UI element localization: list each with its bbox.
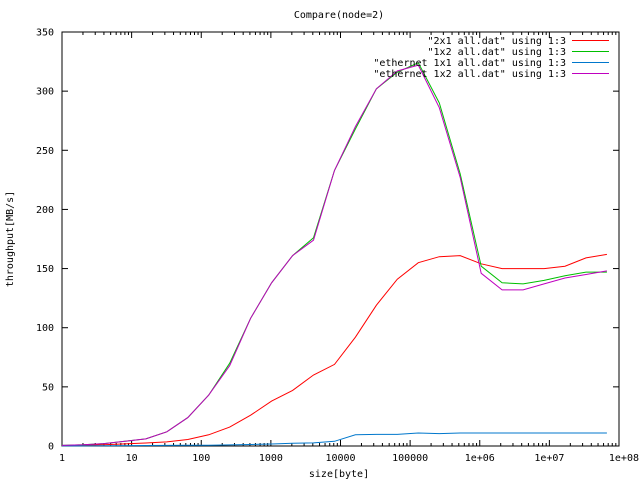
x-axis: 1 10 100 1000 10000 100000 1e+06 1e+07 1e+08 <box>59 32 639 464</box>
x-tick-label: 1000 <box>259 453 283 464</box>
series-line-1 <box>61 253 607 447</box>
series-line-2 <box>61 62 607 446</box>
x-tick-label: 1e+07 <box>534 453 564 464</box>
x-tick-label: 1e+08 <box>609 453 639 464</box>
legend-label: "2x1 all.dat" using 1:3 <box>428 36 566 47</box>
legend-label: "1x2 all.dat" using 1:3 <box>428 47 566 58</box>
series-line-4 <box>61 64 607 446</box>
y-tick-label: 300 <box>36 87 54 98</box>
y-axis: 0 50 100 150 200 250 300 350 <box>36 28 619 453</box>
y-tick-label: 150 <box>36 264 54 275</box>
plot-area <box>61 31 620 447</box>
x-tick-label: 1e+06 <box>465 453 495 464</box>
series-layer <box>61 62 607 447</box>
series-line-3 <box>62 432 607 447</box>
chart-title: Compare(node=2) <box>294 10 384 21</box>
legend: "2x1 all.dat" using 1:3"1x2 all.dat" usi… <box>373 36 609 80</box>
x-tick-label: 10000 <box>325 453 355 464</box>
y-tick-label: 200 <box>36 205 54 216</box>
x-tick-label: 10 <box>126 453 138 464</box>
y-axis-label: throughput[MB/s] <box>5 191 16 287</box>
y-tick-label: 100 <box>36 323 54 334</box>
x-tick-label: 100 <box>192 453 210 464</box>
legend-label: "ethernet 1x2 all.dat" using 1:3 <box>373 69 566 80</box>
legend-label: "ethernet 1x1 all.dat" using 1:3 <box>373 58 566 69</box>
y-tick-label: 350 <box>36 28 54 39</box>
y-tick-label: 0 <box>48 442 54 453</box>
x-tick-label: 100000 <box>392 453 428 464</box>
y-tick-label: 50 <box>42 382 54 393</box>
x-axis-label: size[byte] <box>309 469 369 480</box>
y-tick-label: 250 <box>36 146 54 157</box>
x-tick-label: 1 <box>59 453 65 464</box>
